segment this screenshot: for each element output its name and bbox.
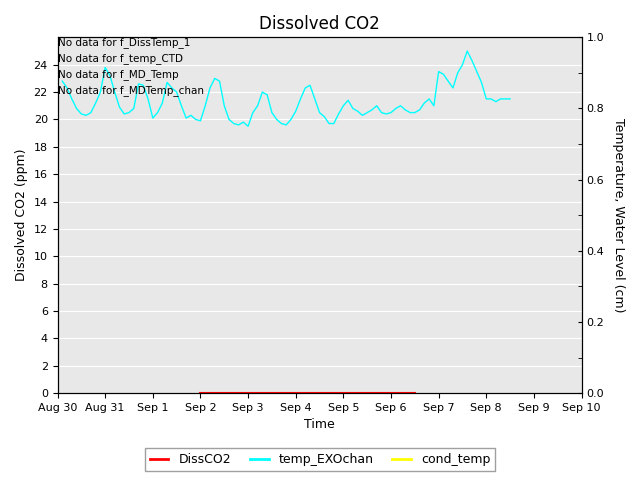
Y-axis label: Temperature, Water Level (cm): Temperature, Water Level (cm) bbox=[612, 118, 625, 312]
Text: No data for f_temp_CTD: No data for f_temp_CTD bbox=[58, 53, 182, 64]
Legend: DissCO2, temp_EXOchan, cond_temp: DissCO2, temp_EXOchan, cond_temp bbox=[145, 448, 495, 471]
Text: No data for f_MDTemp_chan: No data for f_MDTemp_chan bbox=[58, 85, 204, 96]
Text: No data for f_MD_Temp: No data for f_MD_Temp bbox=[58, 69, 178, 80]
Title: Dissolved CO2: Dissolved CO2 bbox=[259, 15, 380, 33]
Text: No data for f_DissTemp_1: No data for f_DissTemp_1 bbox=[58, 37, 190, 48]
X-axis label: Time: Time bbox=[304, 419, 335, 432]
Y-axis label: Dissolved CO2 (ppm): Dissolved CO2 (ppm) bbox=[15, 149, 28, 281]
